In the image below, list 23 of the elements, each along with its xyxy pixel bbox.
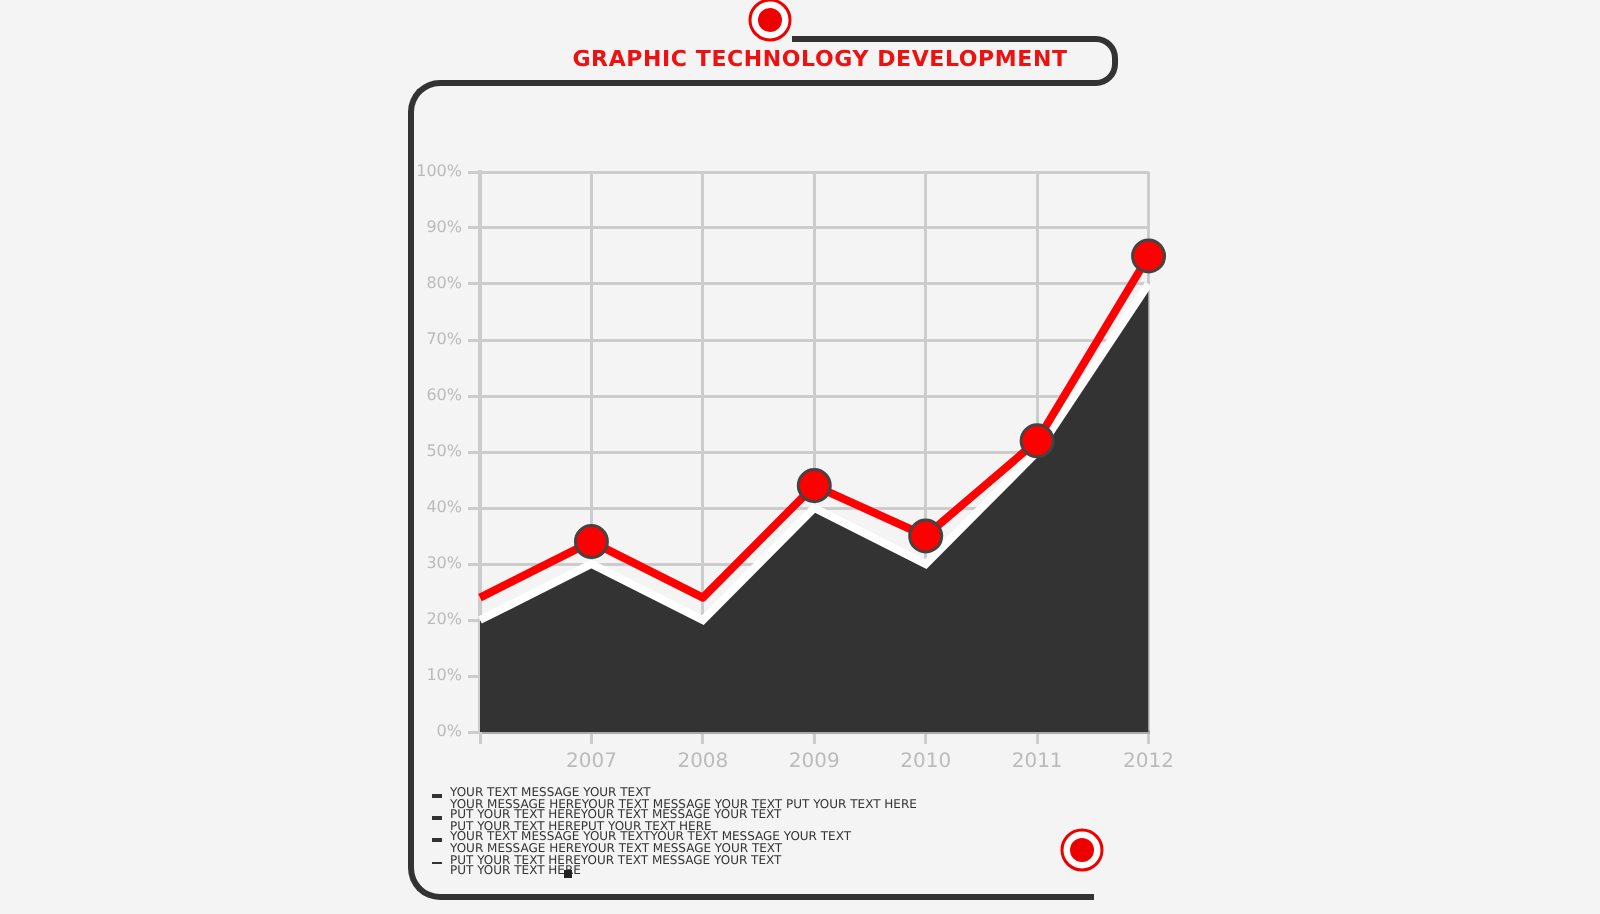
y-tick-label: 10% [426,666,463,685]
y-tick-label: 40% [426,498,463,517]
y-tick-label: 30% [426,554,463,573]
point [796,468,832,504]
x-tick-label: 2009 [788,751,840,774]
x-tick-label: 2012 [1123,751,1174,774]
y-tick-label: 70% [426,330,463,349]
point [573,524,609,560]
point [1019,423,1055,459]
y-tick-label: 80% [426,274,463,293]
point [1131,238,1167,274]
y-tick-label: 20% [426,610,463,629]
y-tick-label: 60% [426,386,463,405]
y-tick-label: 100% [416,162,463,181]
x-tick-label: 2008 [677,751,729,774]
y-tick-label: 50% [426,442,463,461]
x-tick-label: 2010 [900,751,952,774]
x-tick-label: 2007 [565,751,617,774]
x-tick-label: 2011 [1011,751,1063,774]
point [908,518,944,554]
y-tick-label: 90% [426,218,463,237]
y-tick-label: 0% [436,722,463,741]
chart-title: GRAPHIC TECHNOLOGY DEVELOPMENT [570,46,1070,72]
